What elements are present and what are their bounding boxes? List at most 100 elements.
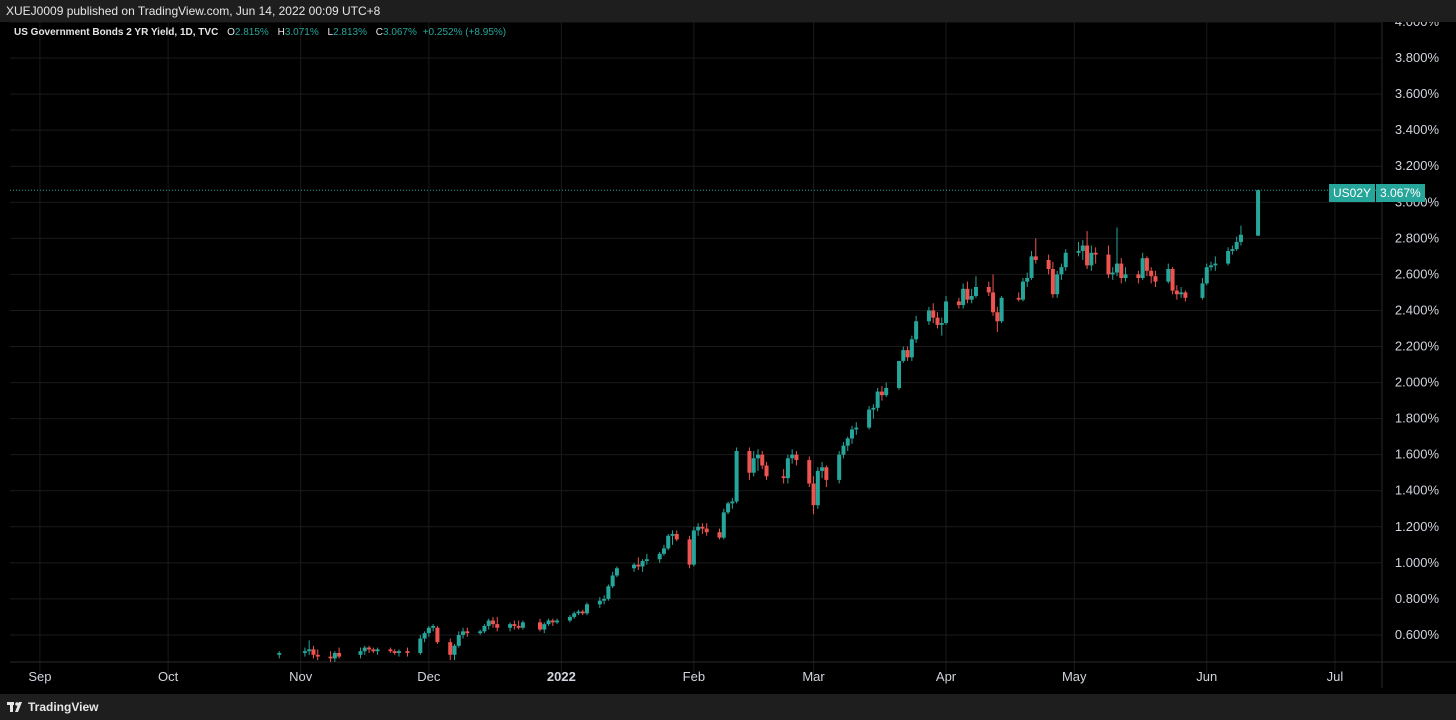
candle-body xyxy=(691,530,696,565)
candle-body xyxy=(901,350,906,361)
candle-body xyxy=(1183,292,1188,298)
candle-body xyxy=(841,445,846,455)
candle-body xyxy=(1055,274,1060,295)
candle-body xyxy=(1226,250,1231,264)
candle-body xyxy=(721,512,726,538)
candle-body xyxy=(1046,259,1051,269)
x-tick-label: May xyxy=(1062,669,1087,684)
candle-body xyxy=(785,458,790,479)
candle-body xyxy=(1153,276,1158,282)
candle-body xyxy=(1025,278,1030,282)
candle-body xyxy=(1230,249,1235,251)
candle-body xyxy=(995,312,1000,322)
y-tick-label: 1.600% xyxy=(1395,447,1440,462)
candle-body xyxy=(358,651,363,655)
candle-body xyxy=(315,654,320,657)
candle-body xyxy=(666,535,671,549)
candle-body xyxy=(465,631,470,634)
candle-body xyxy=(388,649,393,652)
candle-body xyxy=(490,620,495,625)
candle-body xyxy=(580,611,585,614)
tradingview-logo[interactable]: TradingView xyxy=(7,700,98,714)
candle-body xyxy=(1123,274,1128,278)
candle-body xyxy=(726,503,731,513)
candle-body xyxy=(1149,270,1154,277)
legend-low: 2.813% xyxy=(333,27,367,38)
candle-body xyxy=(1063,252,1068,268)
candle-body xyxy=(537,622,542,630)
y-tick-label: 2.600% xyxy=(1395,266,1440,281)
candle-body xyxy=(905,350,910,358)
candle-body xyxy=(452,645,457,655)
candle-body xyxy=(597,600,602,605)
candle-body xyxy=(986,287,991,293)
candle-body xyxy=(606,586,611,599)
candle-body xyxy=(734,451,739,502)
candle-body xyxy=(1234,241,1239,250)
candle-body xyxy=(1238,234,1243,242)
footer-bar: TradingView xyxy=(0,694,1456,720)
candle-body xyxy=(696,526,701,531)
candle-body xyxy=(1119,263,1124,278)
legend-close-label: C xyxy=(375,27,384,38)
x-tick-label: Sep xyxy=(28,669,51,684)
candle-body xyxy=(1016,297,1021,300)
candle-body xyxy=(636,564,641,567)
candle-body xyxy=(1204,267,1209,284)
x-tick-label: Oct xyxy=(158,669,179,684)
price-tag-value: 3.067% xyxy=(1376,184,1425,202)
candle-body xyxy=(1050,268,1055,295)
candle-body xyxy=(794,454,799,461)
candle-body xyxy=(824,467,829,480)
candle-body xyxy=(482,625,487,632)
candle-body xyxy=(717,532,722,538)
candle-body xyxy=(555,620,560,623)
candle-body xyxy=(375,649,380,652)
legend-change: +0.252% (+8.95%) xyxy=(422,27,507,38)
x-tick-label: Mar xyxy=(802,669,825,684)
candle-body xyxy=(961,288,966,306)
candle-body xyxy=(640,561,645,567)
candle-body xyxy=(837,454,842,480)
candle-body xyxy=(1200,283,1205,298)
candle-body xyxy=(396,651,401,653)
candle-body xyxy=(1170,268,1175,291)
legend-low-label: L xyxy=(327,27,334,38)
y-tick-label: 3.400% xyxy=(1395,122,1440,137)
candle-body xyxy=(486,620,491,626)
candle-body xyxy=(461,631,466,635)
candle-body xyxy=(576,611,581,614)
candle-body xyxy=(1093,252,1098,255)
candle-body xyxy=(520,622,525,628)
legend-close: 3.067% xyxy=(383,27,417,38)
candle-body xyxy=(871,407,876,410)
candle-body xyxy=(751,458,756,473)
y-tick-label: 1.000% xyxy=(1395,555,1440,570)
candle-body xyxy=(632,564,637,569)
x-tick-label: Apr xyxy=(936,669,957,684)
candle-body xyxy=(965,288,970,300)
candle-body xyxy=(969,296,974,300)
candle-body xyxy=(815,470,820,506)
candle-body xyxy=(1033,256,1038,260)
candle-body xyxy=(1020,281,1025,300)
candle-body xyxy=(1144,258,1149,271)
candle-body xyxy=(760,454,765,466)
tradingview-logo-icon xyxy=(7,702,22,712)
candle-body xyxy=(405,651,410,653)
candle-body xyxy=(585,604,590,614)
x-tick-label: Dec xyxy=(417,669,441,684)
candle-body xyxy=(371,649,376,652)
candle-body xyxy=(1085,245,1090,266)
candle-body xyxy=(755,454,760,459)
candlestick-chart[interactable]: 0.600% 0.800% 1.000% 1.200% 1.400% 1.600% 1.80… xyxy=(0,22,1456,694)
legend-open-label: O xyxy=(227,27,235,38)
candle-body xyxy=(302,651,307,653)
publish-header: XUEJ0009 published on TradingView.com, J… xyxy=(0,0,1456,22)
y-tick-label: 2.200% xyxy=(1395,339,1440,354)
y-tick-label: 3.200% xyxy=(1395,158,1440,173)
y-tick-label: 3.600% xyxy=(1395,86,1440,101)
candle-body xyxy=(572,613,577,617)
candle-body xyxy=(1076,250,1081,253)
candle-body xyxy=(1209,265,1214,268)
